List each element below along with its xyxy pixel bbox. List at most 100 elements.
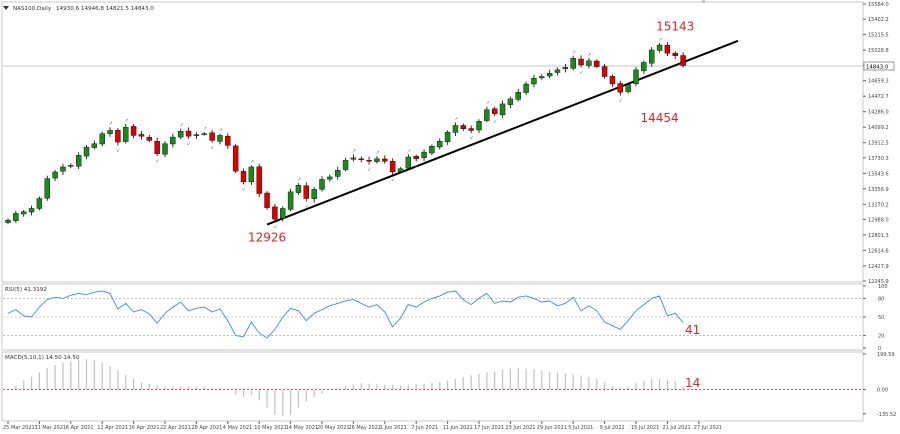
time-axis-label: 29 Jun 2021 [537, 425, 567, 431]
candle-body [680, 55, 686, 66]
rsi-axis-label: 20 [878, 334, 884, 340]
candle-body [601, 66, 608, 77]
candle-body [138, 134, 145, 137]
candle-body [366, 160, 372, 162]
rsi-panel[interactable]: RSI(5) 41.3192 100 80 50 20 0 41 [1, 283, 888, 352]
time-axis-label: 6 Apr 2021 [66, 425, 94, 431]
rsi-axis-label: 50 [878, 315, 884, 321]
candle-body [123, 126, 129, 142]
candle-body [484, 109, 490, 121]
fractal-up-arrow: ↗ [407, 148, 411, 154]
current-price-label: 14843.0 [866, 65, 889, 71]
support-trendline[interactable] [266, 39, 739, 226]
time-axis-label: 14 May 2021 [286, 425, 319, 431]
fractal-up-arrow: ↗ [203, 126, 207, 132]
time-axis: 25 Mar 2021 31 Mar 2021 6 Apr 2021 12 Apr 2… [3, 421, 722, 431]
time-axis-label: 26 May 2021 [348, 425, 381, 431]
fractal-up-arrow: ↗ [375, 150, 379, 156]
time-axis-label: 23 Jun 2021 [505, 425, 535, 431]
time-axis-label: 15 Jul 2021 [631, 425, 659, 431]
rsi-axis-label: 0 [878, 346, 881, 352]
rsi-axis-label: 100 [878, 284, 888, 290]
macd-panel[interactable]: MACD(5,10,1) 14.50 14.50 199.59 0.00 -135.… [1, 351, 896, 422]
candle-body [21, 211, 27, 215]
candle-body [492, 108, 498, 115]
candle-body [311, 189, 317, 199]
current-price-tag [863, 61, 895, 71]
candle-body [405, 156, 412, 169]
candle-body [303, 185, 309, 199]
price-axis-label: 13912.5 [868, 141, 889, 147]
time-axis-label: 21 Jul 2021 [662, 425, 690, 431]
candle-body [539, 76, 545, 79]
fractal-down-arrow: ↙ [187, 141, 191, 147]
candle-body [193, 134, 200, 136]
time-axis-label: 9 Jul 2021 [600, 425, 625, 431]
fractal-down-arrow: ↙ [619, 98, 623, 104]
candle-body [319, 179, 325, 190]
candle-body [68, 165, 74, 167]
candle-body [397, 168, 404, 172]
candle-body [468, 128, 474, 131]
candle-body [107, 130, 113, 134]
macd-axis-label: -135.52 [877, 412, 896, 418]
candle-body [130, 126, 137, 136]
candle-body [633, 69, 639, 85]
time-axis-label: 27 Jul 2021 [694, 425, 722, 431]
candle-body [280, 208, 286, 219]
candle-body [476, 121, 482, 131]
time-axis-label: 22 Apr 2021 [160, 425, 191, 431]
fractal-up-arrow: ↗ [572, 50, 576, 56]
macd-axis-label: 0.00 [877, 388, 888, 394]
price-axis-label: 14472.7 [868, 94, 889, 100]
fractal-up-arrow: ↗ [218, 128, 222, 134]
fractal-down-arrow: ↙ [242, 186, 246, 192]
candle-body [342, 160, 349, 170]
macd-panel-frame [1, 351, 864, 422]
candle-body [327, 176, 333, 180]
candle-body [52, 171, 58, 179]
price-axis-label: 14099.2 [868, 125, 889, 131]
time-axis-label: 28 Apr 2021 [191, 425, 222, 431]
fractal-down-arrow: ↙ [116, 148, 120, 154]
fractal-down-arrow: ↙ [580, 69, 584, 75]
time-axis-label: 5 Jul 2021 [568, 425, 593, 431]
candle-body [374, 158, 380, 162]
candle-body [225, 135, 231, 146]
candle-body [499, 103, 506, 116]
fractal-down-arrow: ↙ [493, 118, 497, 124]
fractal-down-arrow: ↙ [211, 145, 215, 151]
collapse-arrow-icon[interactable] [3, 6, 9, 10]
candle-body [232, 145, 239, 172]
candle-body [240, 171, 247, 183]
fractal-up-arrow: ↗ [352, 148, 356, 154]
price-panel[interactable]: NAS100,Daily 14930.6 14946.8 14821.5 148… [1, 0, 895, 285]
candle-body [460, 125, 466, 130]
candle-body [185, 130, 192, 137]
candle-body [523, 83, 529, 93]
price-annotation: 12926 [248, 231, 286, 245]
candle-body [170, 136, 176, 145]
candle-body [382, 158, 388, 162]
candle-body [209, 132, 215, 141]
candle-body [335, 170, 341, 177]
candle-body [36, 198, 43, 209]
candle-body [444, 131, 451, 142]
fractal-up-arrow: ↗ [485, 101, 489, 107]
fractal-up-arrow: ↗ [250, 159, 254, 165]
candle-body [531, 77, 537, 85]
candle-body [75, 155, 82, 167]
price-annotation: 14454 [640, 111, 678, 125]
top-right-tab [702, 0, 705, 3]
price-axis-label: 14659.3 [868, 79, 889, 85]
candle-body [350, 157, 357, 160]
price-axis-label: 15028.8 [868, 48, 889, 54]
symbol-label: NAS100,Daily [13, 6, 52, 12]
candle-body [5, 219, 11, 223]
candle-body [437, 141, 443, 148]
candle-body [217, 135, 223, 142]
fractal-up-arrow: ↗ [587, 52, 591, 58]
time-axis-label: 7 Jun 2021 [411, 425, 438, 431]
candle-body [162, 143, 168, 155]
